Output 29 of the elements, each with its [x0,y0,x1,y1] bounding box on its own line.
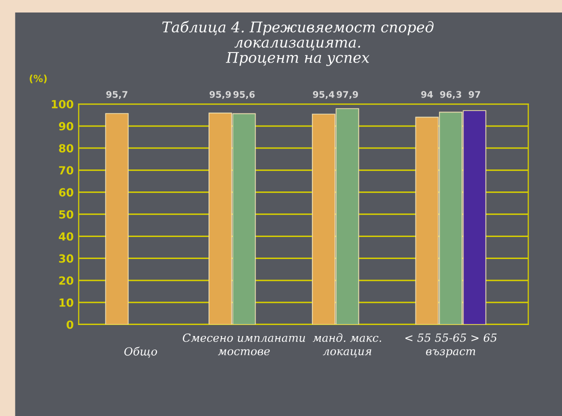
data-label: 95,4 [312,91,334,99]
x-tick-label: Общо [124,346,158,358]
y-tick-label: 80 [59,144,74,152]
y-tick-label: 70 [59,166,74,175]
y-tick-label: 30 [59,254,74,263]
y-tick-label: 10 [60,298,74,307]
data-label: 94 [421,91,433,98]
x-tick-label: локация [322,349,372,358]
bar [105,113,129,324]
data-label: 95,6 [233,91,255,99]
y-tick-label: 60 [59,188,74,197]
y-axis-title: (%) [30,74,47,84]
x-tick-label: мостове [218,349,270,356]
y-tick-label: 50 [59,210,74,219]
y-tick-label: 90 [58,122,74,130]
y-tick-label: 100 [52,100,74,108]
chart-title: Таблица 4. Преживяемост според локализацията. Процент на успех [162,20,434,66]
y-tick-label: 0 [66,320,74,329]
data-label: 95,9 [210,91,231,99]
text: манд. макс. [312,333,382,342]
y-tick-label: 20 [59,276,74,285]
x-tick-label: възраст [426,349,476,358]
text: < 55 55-65 > 65 [405,333,497,342]
text: Смесено импланати [182,333,306,342]
data-label: 97,9 [336,91,358,99]
y-tick-label: 40 [58,232,74,241]
data-label: 95,7 [106,91,128,99]
data-label: 97 [468,91,480,98]
data-label: 96,3 [440,91,462,99]
